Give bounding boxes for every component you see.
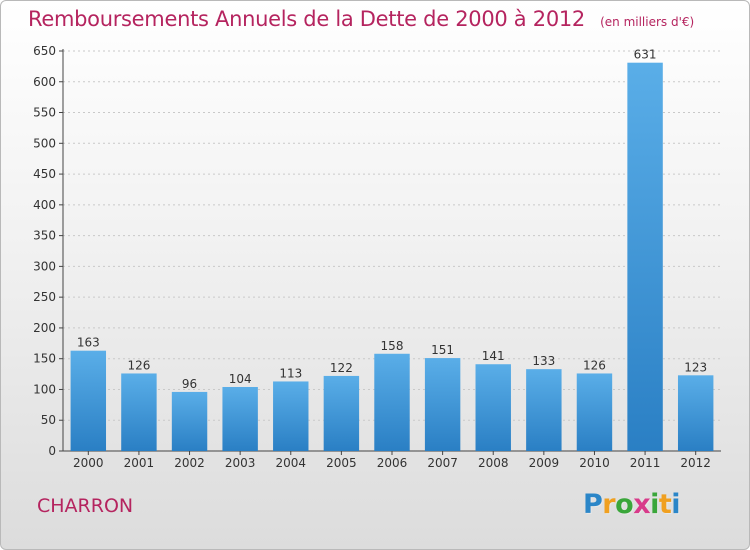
y-tick-label: 600: [33, 75, 56, 89]
logo-letter: x: [633, 489, 651, 520]
bar: [475, 364, 511, 451]
y-tick-label: 300: [33, 259, 56, 273]
data-label: 163: [77, 336, 100, 350]
x-tick-label: 2007: [427, 456, 458, 470]
title-row: Remboursements Annuels de la Dette de 20…: [28, 7, 694, 31]
bar: [677, 375, 714, 451]
y-tick-label: 0: [48, 444, 56, 458]
y-tick-label: 650: [33, 44, 56, 58]
bar: [171, 391, 208, 451]
x-tick-label: 2011: [630, 456, 661, 470]
x-tick-label: 2005: [326, 456, 357, 470]
logo-letter: o: [615, 489, 634, 520]
unit-label: (en milliers d'€): [600, 15, 695, 29]
y-tick-label: 200: [33, 321, 56, 335]
data-label: 123: [684, 360, 707, 374]
data-label: 126: [127, 358, 150, 372]
x-tick-label: 2009: [529, 456, 560, 470]
bar: [222, 387, 258, 451]
bar: [374, 353, 410, 451]
data-label: 122: [330, 361, 353, 375]
y-tick-label: 100: [33, 382, 56, 396]
logo-letter: i: [650, 489, 659, 520]
x-tick-label: 2008: [478, 456, 509, 470]
y-tick-label: 500: [33, 136, 56, 150]
y-tick-label: 350: [33, 229, 56, 243]
commune-name: CHARRON: [37, 495, 134, 517]
bar: [526, 369, 562, 451]
x-tick-label: 2010: [579, 456, 610, 470]
chart-title: Remboursements Annuels de la Dette de 20…: [28, 7, 585, 31]
x-tick-label: 2001: [124, 456, 155, 470]
data-label: 104: [229, 372, 252, 386]
data-label: 141: [482, 349, 505, 363]
logo-letter: r: [602, 489, 616, 520]
data-label: 113: [279, 366, 302, 380]
x-tick-label: 2000: [73, 456, 104, 470]
data-label: 126: [583, 358, 606, 372]
bar: [627, 62, 663, 451]
y-tick-label: 400: [33, 198, 56, 212]
bar: [121, 373, 157, 451]
logo-letter: P: [583, 489, 603, 520]
data-label: 133: [532, 354, 555, 368]
bar: [424, 358, 461, 451]
x-tick-label: 2006: [377, 456, 408, 470]
x-tick-label: 2002: [174, 456, 205, 470]
y-tick-label: 150: [33, 352, 56, 366]
logo-letter: t: [658, 489, 672, 520]
data-label: 158: [381, 339, 404, 353]
logo-letter: i: [671, 489, 681, 520]
x-tick-label: 2003: [225, 456, 256, 470]
bar: [273, 381, 309, 451]
bar: [323, 375, 360, 451]
data-label: 96: [182, 377, 197, 391]
y-tick-label: 50: [41, 413, 56, 427]
data-label: 151: [431, 343, 454, 357]
x-tick-label: 2004: [275, 456, 306, 470]
proxiti-logo: Proxiti: [583, 489, 681, 520]
y-tick-label: 550: [33, 106, 56, 120]
x-tick-label: 2012: [680, 456, 711, 470]
y-tick-label: 450: [33, 167, 56, 181]
y-tick-label: 250: [33, 290, 56, 304]
bar: [70, 350, 107, 451]
bar: [576, 373, 613, 451]
data-label: 631: [634, 48, 657, 62]
